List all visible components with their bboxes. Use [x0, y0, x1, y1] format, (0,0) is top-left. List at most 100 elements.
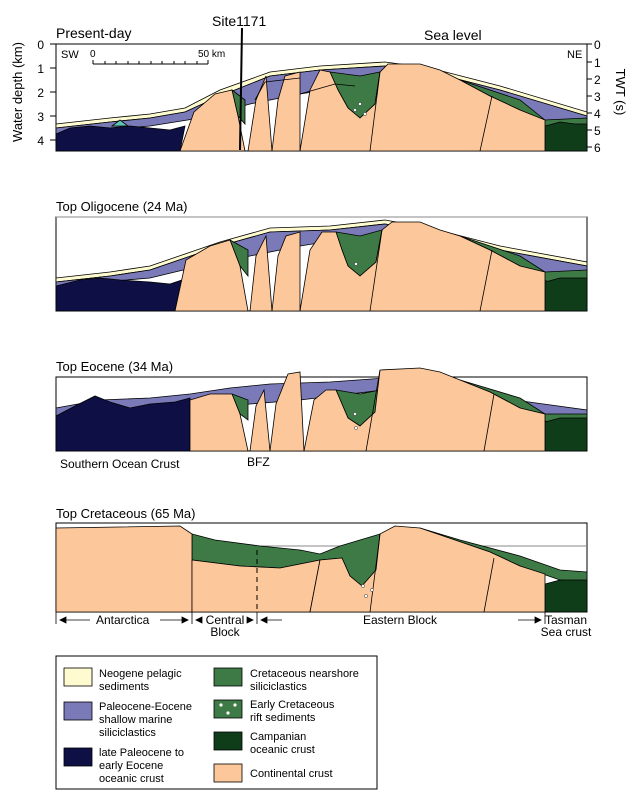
legend-label: oceanic crust — [99, 773, 164, 785]
scale-end: 50 km — [198, 49, 225, 60]
right-tick: 2 — [594, 73, 601, 87]
right-tick: 5 — [594, 124, 601, 138]
tasman-label-line1: Tasman — [545, 613, 587, 627]
continental-block — [249, 388, 271, 452]
right-tick: 3 — [594, 90, 601, 104]
panel1-title: Present-day — [56, 25, 131, 41]
legend-label: oceanic crust — [250, 744, 315, 756]
panel-top-oligocene: Top Oligocene (24 Ma) — [55, 199, 588, 312]
southern-ocean-crust — [55, 277, 183, 312]
legend-label: late Paleocene to — [99, 747, 184, 759]
scale-zero: 0 — [90, 49, 96, 60]
campanian-crust — [544, 121, 588, 152]
continental-block — [269, 371, 305, 452]
continental-block — [271, 231, 301, 312]
continental-block — [249, 234, 273, 312]
legend-item-neogene: Neogene pelagic sediments — [63, 667, 182, 693]
continental-block — [179, 89, 246, 152]
panel4-cross-section — [55, 525, 588, 613]
left-tick: 4 — [37, 134, 44, 148]
ne-label: NE — [567, 49, 582, 61]
tasman-label-line2: Sea crust — [541, 625, 592, 639]
rift-dot — [219, 703, 223, 707]
legend-item-cretaceous-nearshore: Cretaceous nearshore siliciclastics — [213, 667, 359, 693]
legend-item-late-paleocene-oceanic: late Paleocene to early Eocene oceanic c… — [63, 747, 184, 785]
sea-level-label: Sea level — [424, 27, 482, 43]
eastern-block-label: Eastern Block — [363, 613, 438, 627]
legend-label: rift sediments — [250, 712, 316, 724]
region-arrows — [55, 612, 546, 624]
right-axis-ticks: 0 1 2 3 4 5 6 — [594, 38, 601, 155]
axis-tick-marks — [50, 43, 592, 148]
legend-label: Early Cretaceous — [250, 699, 335, 711]
southern-ocean-label: Southern Ocean Crust — [60, 457, 180, 471]
teal-mound — [110, 119, 130, 127]
left-tick: 0 — [37, 38, 44, 52]
legend-label: shallow marine — [99, 714, 172, 726]
legend-label: Paleocene-Eocene — [99, 701, 192, 713]
legend-swatch — [213, 667, 243, 687]
legend-item-early-cretaceous-rift: Early Cretaceous rift sediments — [213, 699, 335, 724]
right-tick: 0 — [594, 38, 601, 52]
left-tick: 1 — [37, 62, 44, 76]
legend-swatch — [63, 747, 93, 767]
right-tick: 6 — [594, 141, 601, 155]
legend-item-campanian: Campanian oceanic crust — [213, 731, 315, 756]
central-block-label-line2: Block — [210, 625, 240, 639]
central-block — [191, 559, 321, 613]
legend-label: Cretaceous nearshore — [250, 668, 359, 680]
panel-top-cretaceous: Top Cretaceous (65 Ma) — [55, 506, 592, 639]
right-tick: 4 — [594, 107, 601, 121]
campanian-crust — [544, 417, 588, 452]
rift-dots — [353, 412, 358, 430]
panel3-title: Top Eocene (34 Ma) — [56, 359, 173, 374]
eastern-block — [309, 525, 546, 613]
panel2-title: Top Oligocene (24 Ma) — [56, 199, 188, 214]
panel-top-eocene: Top Eocene (34 Ma) Southern Ocean Crust … — [55, 359, 588, 471]
continental-block — [247, 75, 273, 152]
continental-block — [299, 63, 546, 152]
campanian-crust — [544, 277, 588, 312]
right-tick: 1 — [594, 56, 601, 70]
central-block-label-line1: Central — [206, 613, 245, 627]
legend-label: Campanian — [250, 731, 306, 743]
sw-label: SW — [61, 49, 79, 61]
twt-axis-label: TWT (s) — [613, 69, 627, 116]
site-1171-marker — [239, 27, 243, 151]
legend-swatch — [63, 667, 93, 687]
continental-block — [271, 71, 301, 152]
continental-block — [189, 393, 249, 452]
campanian-crust — [544, 579, 588, 613]
rift-dot — [233, 703, 237, 707]
panel2-cross-section — [55, 219, 588, 312]
legend-swatch — [213, 763, 243, 783]
legend-item-paleocene-eocene: Paleocene-Eocene shallow marine silicicl… — [63, 701, 192, 739]
legend-label: siliciclastics — [250, 681, 307, 693]
legend-swatch — [63, 701, 93, 721]
left-tick: 3 — [37, 110, 44, 124]
southern-ocean-crust — [55, 125, 186, 152]
site-label: Site1171 — [212, 13, 266, 29]
legend-label: Neogene pelagic — [99, 668, 182, 680]
legend-label: Continental crust — [250, 768, 333, 780]
continental-block — [299, 221, 546, 312]
legend-label: early Eocene — [99, 760, 163, 772]
legend-label: siliciclastics — [99, 727, 156, 739]
legend: Neogene pelagic sediments Paleocene-Eoce… — [55, 655, 378, 790]
water-depth-axis-label: Water depth (km) — [10, 42, 25, 142]
left-axis-ticks: 0 1 2 3 4 — [37, 38, 44, 148]
legend-swatch — [213, 731, 243, 751]
panel3-cross-section — [55, 367, 588, 452]
rift-dots — [353, 102, 367, 116]
legend-label: sediments — [99, 681, 150, 693]
legend-item-continental: Continental crust — [213, 763, 333, 783]
continental-block — [303, 367, 546, 452]
rift-dot — [226, 711, 230, 715]
antarctica-label: Antarctica — [96, 613, 150, 627]
panel1-cross-section — [55, 61, 588, 152]
continental-block — [174, 239, 249, 312]
scale-bar: 0 50 km — [90, 49, 225, 65]
bfz-label: BFZ — [247, 455, 270, 469]
panel-present-day: Present-day Site1171 Sea level Water dep… — [10, 13, 627, 155]
